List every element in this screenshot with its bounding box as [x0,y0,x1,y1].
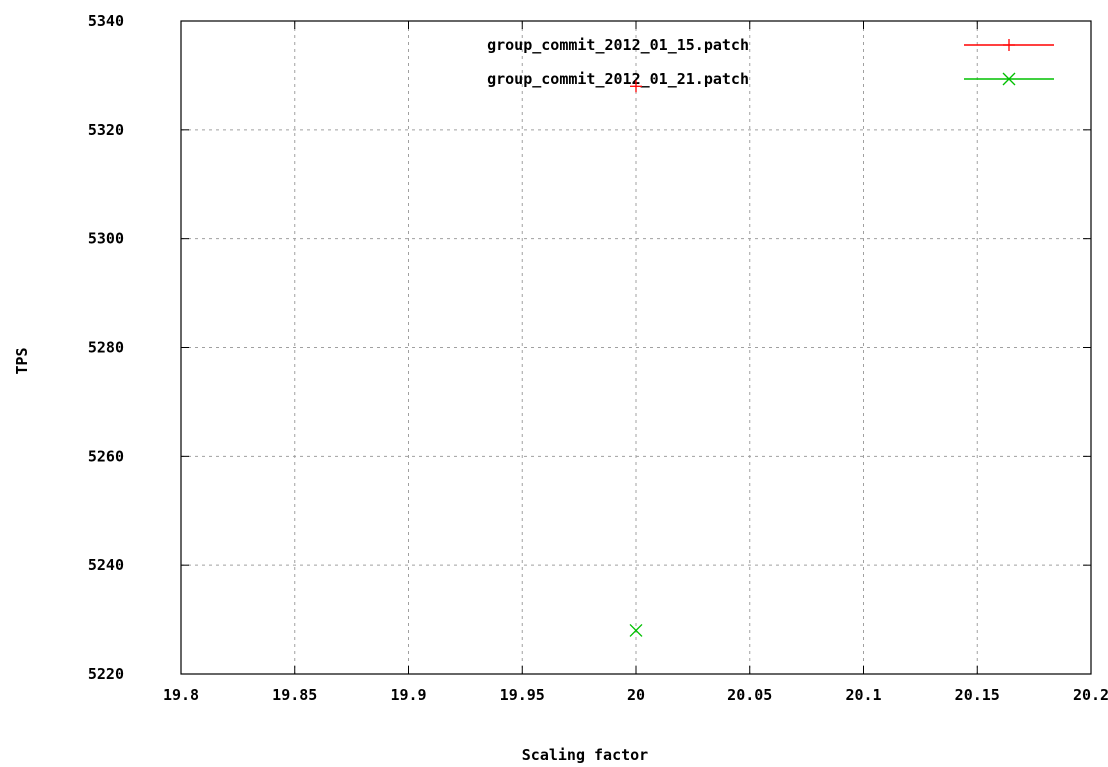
y-tick-label: 5240 [88,556,124,574]
x-axis-label: Scaling factor [522,746,648,764]
axis-ticks [180,20,1092,675]
legend: group_commit_2012_01_15.patch group_commi… [487,36,1054,88]
data-point [629,624,643,637]
cross-marker-b [629,624,643,637]
legend-label: group_commit_2012_01_21.patch [487,70,749,88]
y-tick-label: 5340 [88,12,124,30]
x-tick-label: 19.8 [163,686,199,704]
x-tick-label: 20.1 [845,686,881,704]
y-axis-label: TPS [13,347,31,374]
x-tick-label: 20.2 [1073,686,1108,704]
data-point [630,80,642,93]
x-axis-tick-labels: 19.8 19.85 19.9 19.95 20 20.05 20.1 20.15 20.2 [163,686,1108,704]
x-tick-label: 20.15 [955,686,1000,704]
x-tick-label: 19.95 [500,686,545,704]
x-tick-label: 20 [627,686,645,704]
x-tick-label: 19.85 [272,686,317,704]
y-tick-label: 5320 [88,121,124,139]
cross-marker-b [1002,72,1016,86]
y-tick-label: 5260 [88,447,124,465]
grid-lines [181,21,1091,674]
y-tick-label: 5300 [88,230,124,248]
y-tick-label: 5220 [88,665,124,683]
legend-label: group_commit_2012_01_15.patch [487,36,749,54]
x-tick-label: 20.05 [727,686,772,704]
data-points [629,80,643,637]
x-tick-label: 19.9 [390,686,426,704]
legend-marker [1002,72,1016,86]
y-tick-label: 5280 [88,339,124,357]
y-axis-tick-labels: 5220 5240 5260 5280 5300 5320 5340 [88,12,124,683]
legend-marker [1003,39,1015,51]
